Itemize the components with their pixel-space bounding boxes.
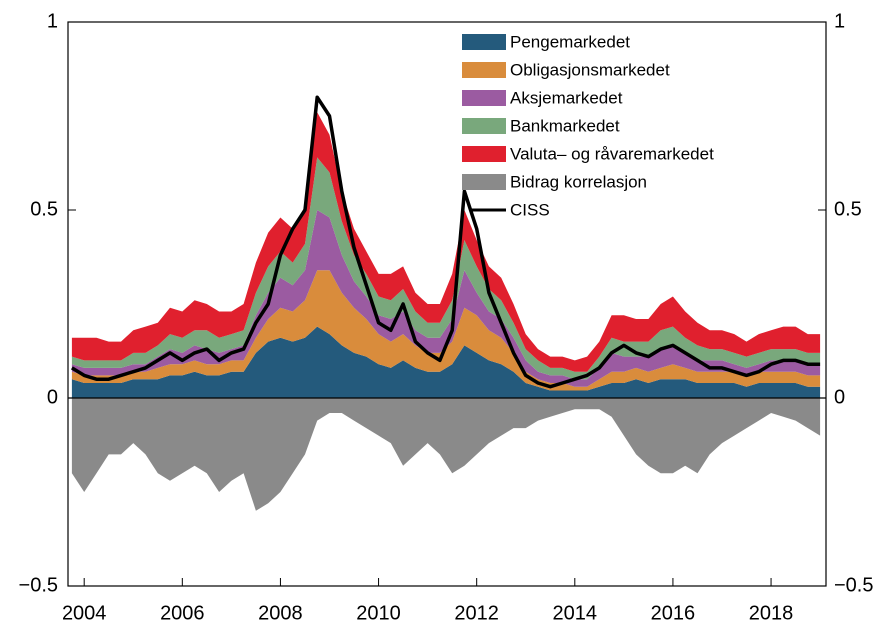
legend-swatch bbox=[462, 34, 506, 50]
area bbox=[71, 326, 821, 398]
legend-label: Valuta– og råvaremarkedet bbox=[510, 144, 714, 163]
y-tick-label: 0 bbox=[47, 386, 58, 408]
area bbox=[71, 270, 821, 391]
legend-label: Bidrag korrelasjon bbox=[510, 172, 647, 191]
legend-swatch bbox=[462, 90, 506, 106]
y2-tick-label: −0.5 bbox=[834, 574, 873, 596]
x-tick-label: 2014 bbox=[553, 602, 598, 624]
area bbox=[71, 112, 821, 372]
y2-tick-label: 0 bbox=[834, 386, 845, 408]
y-tick-label: 1 bbox=[47, 10, 58, 32]
legend-swatch bbox=[462, 146, 506, 162]
x-tick-label: 2004 bbox=[62, 602, 107, 624]
legend-swatch bbox=[462, 118, 506, 134]
y-tick-label: −0.5 bbox=[19, 574, 58, 596]
y2-tick-label: 0.5 bbox=[834, 198, 862, 220]
x-tick-label: 2010 bbox=[356, 602, 401, 624]
x-tick-label: 2018 bbox=[749, 602, 794, 624]
legend-label: Obligasjonsmarkedet bbox=[510, 60, 670, 79]
legend-label: Bankmarkedet bbox=[510, 116, 620, 135]
x-tick-label: 2008 bbox=[258, 602, 303, 624]
x-tick-label: 2016 bbox=[651, 602, 696, 624]
legend-label: Aksjemarkedet bbox=[510, 88, 623, 107]
area bbox=[71, 398, 821, 511]
y2-tick-label: 1 bbox=[834, 10, 845, 32]
y-tick-label: 0.5 bbox=[30, 198, 58, 220]
x-tick-label: 2012 bbox=[454, 602, 499, 624]
area bbox=[71, 157, 821, 380]
legend-swatch bbox=[462, 174, 506, 190]
legend-label: CISS bbox=[510, 200, 550, 219]
plot-frame bbox=[67, 21, 827, 587]
x-tick-label: 2006 bbox=[160, 602, 205, 624]
line bbox=[70, 95, 821, 389]
legend-label: Pengemarkedet bbox=[510, 32, 630, 51]
legend-swatch bbox=[462, 62, 506, 78]
